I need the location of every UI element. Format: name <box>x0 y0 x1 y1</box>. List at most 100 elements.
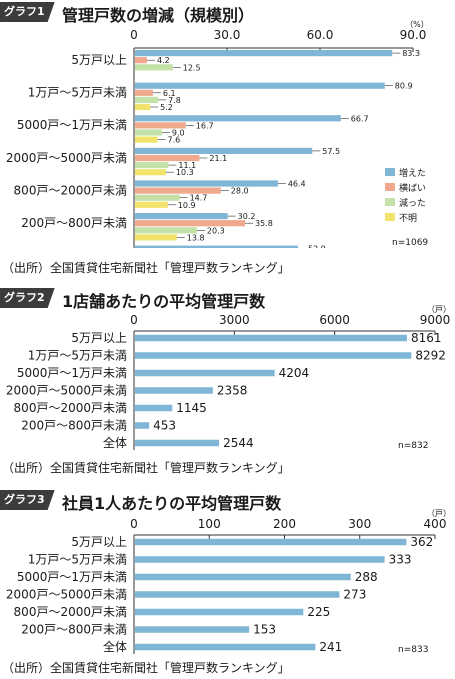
data-label: 20.3 <box>207 226 225 235</box>
data-label: 225 <box>307 605 330 619</box>
data-label: 4.2 <box>157 56 170 65</box>
category-label: 5万戸以上 <box>71 535 127 549</box>
category-label: 1万戸～5万戸未満 <box>28 86 127 100</box>
data-label: 8292 <box>415 349 446 363</box>
bar-増えた <box>135 115 341 122</box>
data-label: 10.9 <box>178 201 196 210</box>
legend-label: 減った <box>399 197 426 209</box>
chart-3-plot: 0 100 200 300 400（戸） 5万戸以上 362 1万戸～5万戸未満 333 5000… <box>6 509 451 655</box>
tick-label: 200 <box>273 517 296 531</box>
data-label: 52.9 <box>308 245 326 248</box>
data-label: 241 <box>319 640 342 654</box>
tick-label: 60.0 <box>307 28 334 42</box>
category-label: 全体 <box>103 639 127 654</box>
category-label: 200戸～800戸未満 <box>21 419 127 433</box>
tick-label: 30.0 <box>214 28 241 42</box>
bar-増えた <box>135 245 298 248</box>
chart-3-source: （出所）全国賃貸住宅新聞社「管理戸数ランキング」 <box>2 661 290 675</box>
tick-label: 90.0 <box>400 28 427 42</box>
data-label: 16.7 <box>196 121 214 130</box>
chart-1: グラフ1 管理戸数の増減（規模別） 0 30.0 60.0 90.0 （%） 5万戸以上 8… <box>0 0 455 283</box>
category-label: 5万戸以上 <box>71 53 127 67</box>
legend-label: 不明 <box>399 213 417 224</box>
data-label: 13.8 <box>187 233 205 242</box>
bar-横ばい <box>135 89 153 96</box>
tick-label: 9000 <box>420 313 451 327</box>
tick-label: 0 <box>130 28 138 42</box>
bar-不明 <box>135 136 158 143</box>
chart-2-source: （出所）全国賃貸住宅新聞社「管理戸数ランキング」 <box>2 461 290 475</box>
bar <box>135 591 340 598</box>
chart-2-title: 1店舗あたりの平均管理戸数 <box>62 292 266 311</box>
legend-swatch <box>385 168 395 176</box>
bar <box>135 439 220 447</box>
category-label: 5万戸以上 <box>71 331 127 345</box>
chart-1-source: （出所）全国賃貸住宅新聞社「管理戸数ランキング」 <box>2 261 290 275</box>
data-label: 14.7 <box>190 194 208 203</box>
data-label: 4204 <box>279 366 310 380</box>
data-label: 11.1 <box>178 161 196 170</box>
bar-減った <box>135 227 197 234</box>
data-label: 1145 <box>176 401 207 415</box>
tick-label: 6000 <box>319 313 350 327</box>
data-label: 7.8 <box>168 96 181 105</box>
chart-1-title: 管理戸数の増減（規模別） <box>62 6 255 25</box>
bar <box>135 538 407 546</box>
legend-swatch <box>385 213 395 221</box>
category-label: 2000戸～5000戸未満 <box>6 151 127 165</box>
category-label: 200戸～800戸未満 <box>21 216 127 230</box>
bar-減った <box>135 194 180 201</box>
bar <box>135 404 173 412</box>
data-label: 35.8 <box>255 219 273 228</box>
bar <box>135 387 213 394</box>
legend-label: 増えた <box>399 167 426 179</box>
unit-label: （戸） <box>427 509 451 518</box>
data-label: 57.5 <box>322 147 340 156</box>
tick-label: 100 <box>198 517 221 531</box>
chart-3: グラフ3 社員1人あたりの平均管理戸数 0 100 200 300 400 （戸） 5万戸以… <box>0 488 455 679</box>
bar <box>135 608 304 616</box>
data-label: 2358 <box>217 384 248 398</box>
bar <box>135 334 407 342</box>
bar-増えた <box>135 147 313 154</box>
category-label: 1万戸～5万戸未満 <box>28 553 127 567</box>
data-label: 12.5 <box>183 63 201 72</box>
sample-size: n=832 <box>398 441 428 451</box>
category-label: 2000戸～5000戸未満 <box>6 588 127 602</box>
chart-3-title: 社員1人あたりの平均管理戸数 <box>62 494 282 513</box>
data-label: 9.0 <box>172 129 185 138</box>
data-label: 46.4 <box>288 180 306 189</box>
category-label: 800戸～2000戸未満 <box>14 183 127 197</box>
data-label: 288 <box>355 570 378 584</box>
bar-減った <box>135 96 159 103</box>
tick-label: 0 <box>130 313 138 327</box>
data-label: 80.9 <box>395 82 413 91</box>
data-label: 333 <box>389 553 412 567</box>
legend-swatch <box>385 183 395 191</box>
category-label: 800戸～2000戸未満 <box>14 401 127 415</box>
bar <box>135 626 250 633</box>
bar <box>135 573 351 581</box>
bar-減った <box>135 64 173 71</box>
category-label: 800戸～2000戸未満 <box>14 605 127 619</box>
bar-増えた <box>135 213 228 220</box>
bar <box>135 422 150 429</box>
category-label: 5000戸～1万戸未満 <box>17 366 127 380</box>
sample-size: n=1069 <box>392 238 428 248</box>
bar-不明 <box>135 201 168 208</box>
bar-不明 <box>135 103 151 111</box>
bar-増えた <box>135 50 393 57</box>
data-label: 153 <box>253 623 276 637</box>
category-label: 5000戸～1万戸未満 <box>17 118 127 132</box>
bar-横ばい <box>135 154 200 162</box>
tick-label: 400 <box>424 517 447 531</box>
bar-増えた <box>135 180 278 187</box>
chart-3-tag: グラフ3 <box>0 490 55 510</box>
bar-増えた <box>135 82 385 89</box>
unit-label: （戸） <box>427 305 451 314</box>
data-label: 66.7 <box>351 114 369 123</box>
bar-減った <box>135 129 162 136</box>
tick-label: 300 <box>348 517 371 531</box>
bar-横ばい <box>135 187 221 194</box>
category-label: 全体 <box>103 435 127 450</box>
